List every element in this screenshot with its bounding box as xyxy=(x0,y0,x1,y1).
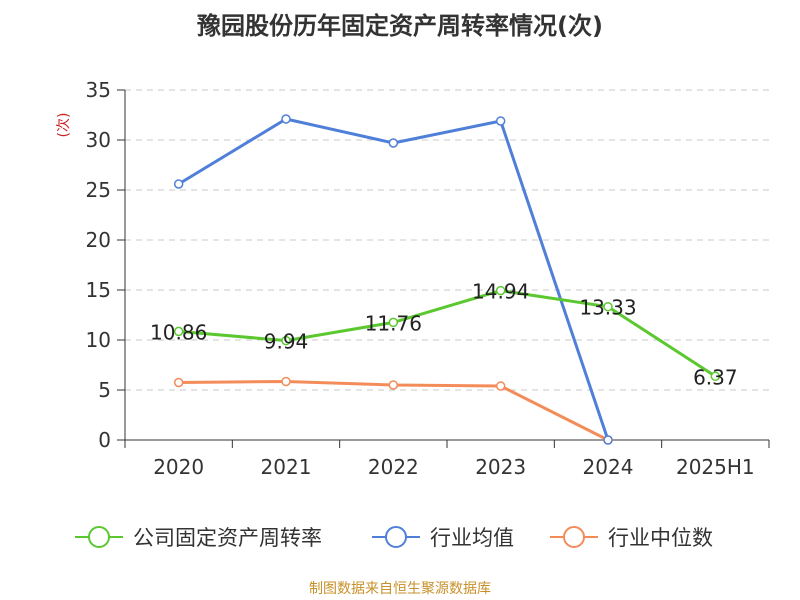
data-point xyxy=(603,435,613,445)
y-axis-label: (次) xyxy=(56,113,72,138)
data-label: 13.33 xyxy=(579,296,636,320)
x-tick-label: 2022 xyxy=(368,455,419,479)
data-point xyxy=(173,377,184,388)
axes: 0 5 10 15 20 25 30 35 2020 2021 2022 2023 2024 2025H1 xyxy=(86,78,770,479)
data-point xyxy=(281,335,291,346)
data-point xyxy=(173,179,184,189)
y-tick-label: 5 xyxy=(98,378,111,402)
series-line xyxy=(178,289,717,378)
data-point xyxy=(388,380,399,390)
series-line xyxy=(177,117,610,441)
data-point xyxy=(281,376,291,387)
data-labels: 10.86 9.94 11.76 14.94 13.33 6.37 xyxy=(150,280,738,390)
legend-item[interactable]: 公司固定资产周转率 xyxy=(75,526,322,550)
legend-item[interactable]: 行业均值 xyxy=(372,526,514,550)
y-tick-label: 25 xyxy=(86,178,111,202)
data-point xyxy=(603,301,613,312)
legend-marker xyxy=(88,526,110,548)
y-tick-label: 20 xyxy=(86,228,111,252)
x-tick-label: 2025H1 xyxy=(676,455,755,479)
y-tick-label: 10 xyxy=(86,328,111,352)
data-point xyxy=(173,326,184,337)
legend-marker xyxy=(385,526,407,548)
x-tick-label: 2021 xyxy=(261,455,312,479)
legend[interactable]: 公司固定资产周转率 行业均值 行业中位数 xyxy=(75,526,713,550)
data-label: 11.76 xyxy=(365,311,422,335)
y-tick-label: 30 xyxy=(86,128,111,152)
x-tick-label: 2020 xyxy=(153,455,204,479)
legend-marker xyxy=(563,526,585,548)
legend-item[interactable]: 行业中位数 xyxy=(550,526,713,550)
x-tick-label: 2024 xyxy=(583,455,634,479)
data-point xyxy=(495,285,506,296)
data-point xyxy=(388,138,399,148)
y-tick-label: 15 xyxy=(86,278,111,302)
x-tick-label: 2023 xyxy=(475,455,526,479)
grid-lines xyxy=(125,89,769,391)
data-point xyxy=(710,371,721,382)
data-label: 6.37 xyxy=(693,365,738,389)
y-tick-label: 0 xyxy=(98,428,111,452)
data-point xyxy=(281,114,291,124)
data-point xyxy=(388,317,399,328)
legend-label: 行业中位数 xyxy=(608,526,713,550)
source-note: 制图数据来自恒生聚源数据库 xyxy=(309,581,491,597)
legend-label: 公司固定资产周转率 xyxy=(133,526,322,550)
legend-label: 行业均值 xyxy=(430,526,514,550)
y-tick-label: 35 xyxy=(86,78,111,102)
data-label: 10.86 xyxy=(150,320,207,344)
series xyxy=(173,114,721,445)
chart-title: 豫园股份历年固定资产周转率情况(次) xyxy=(197,12,603,40)
data-point xyxy=(495,381,506,391)
data-point xyxy=(495,116,506,126)
data-label: 14.94 xyxy=(472,280,529,304)
data-label: 9.94 xyxy=(264,330,309,354)
